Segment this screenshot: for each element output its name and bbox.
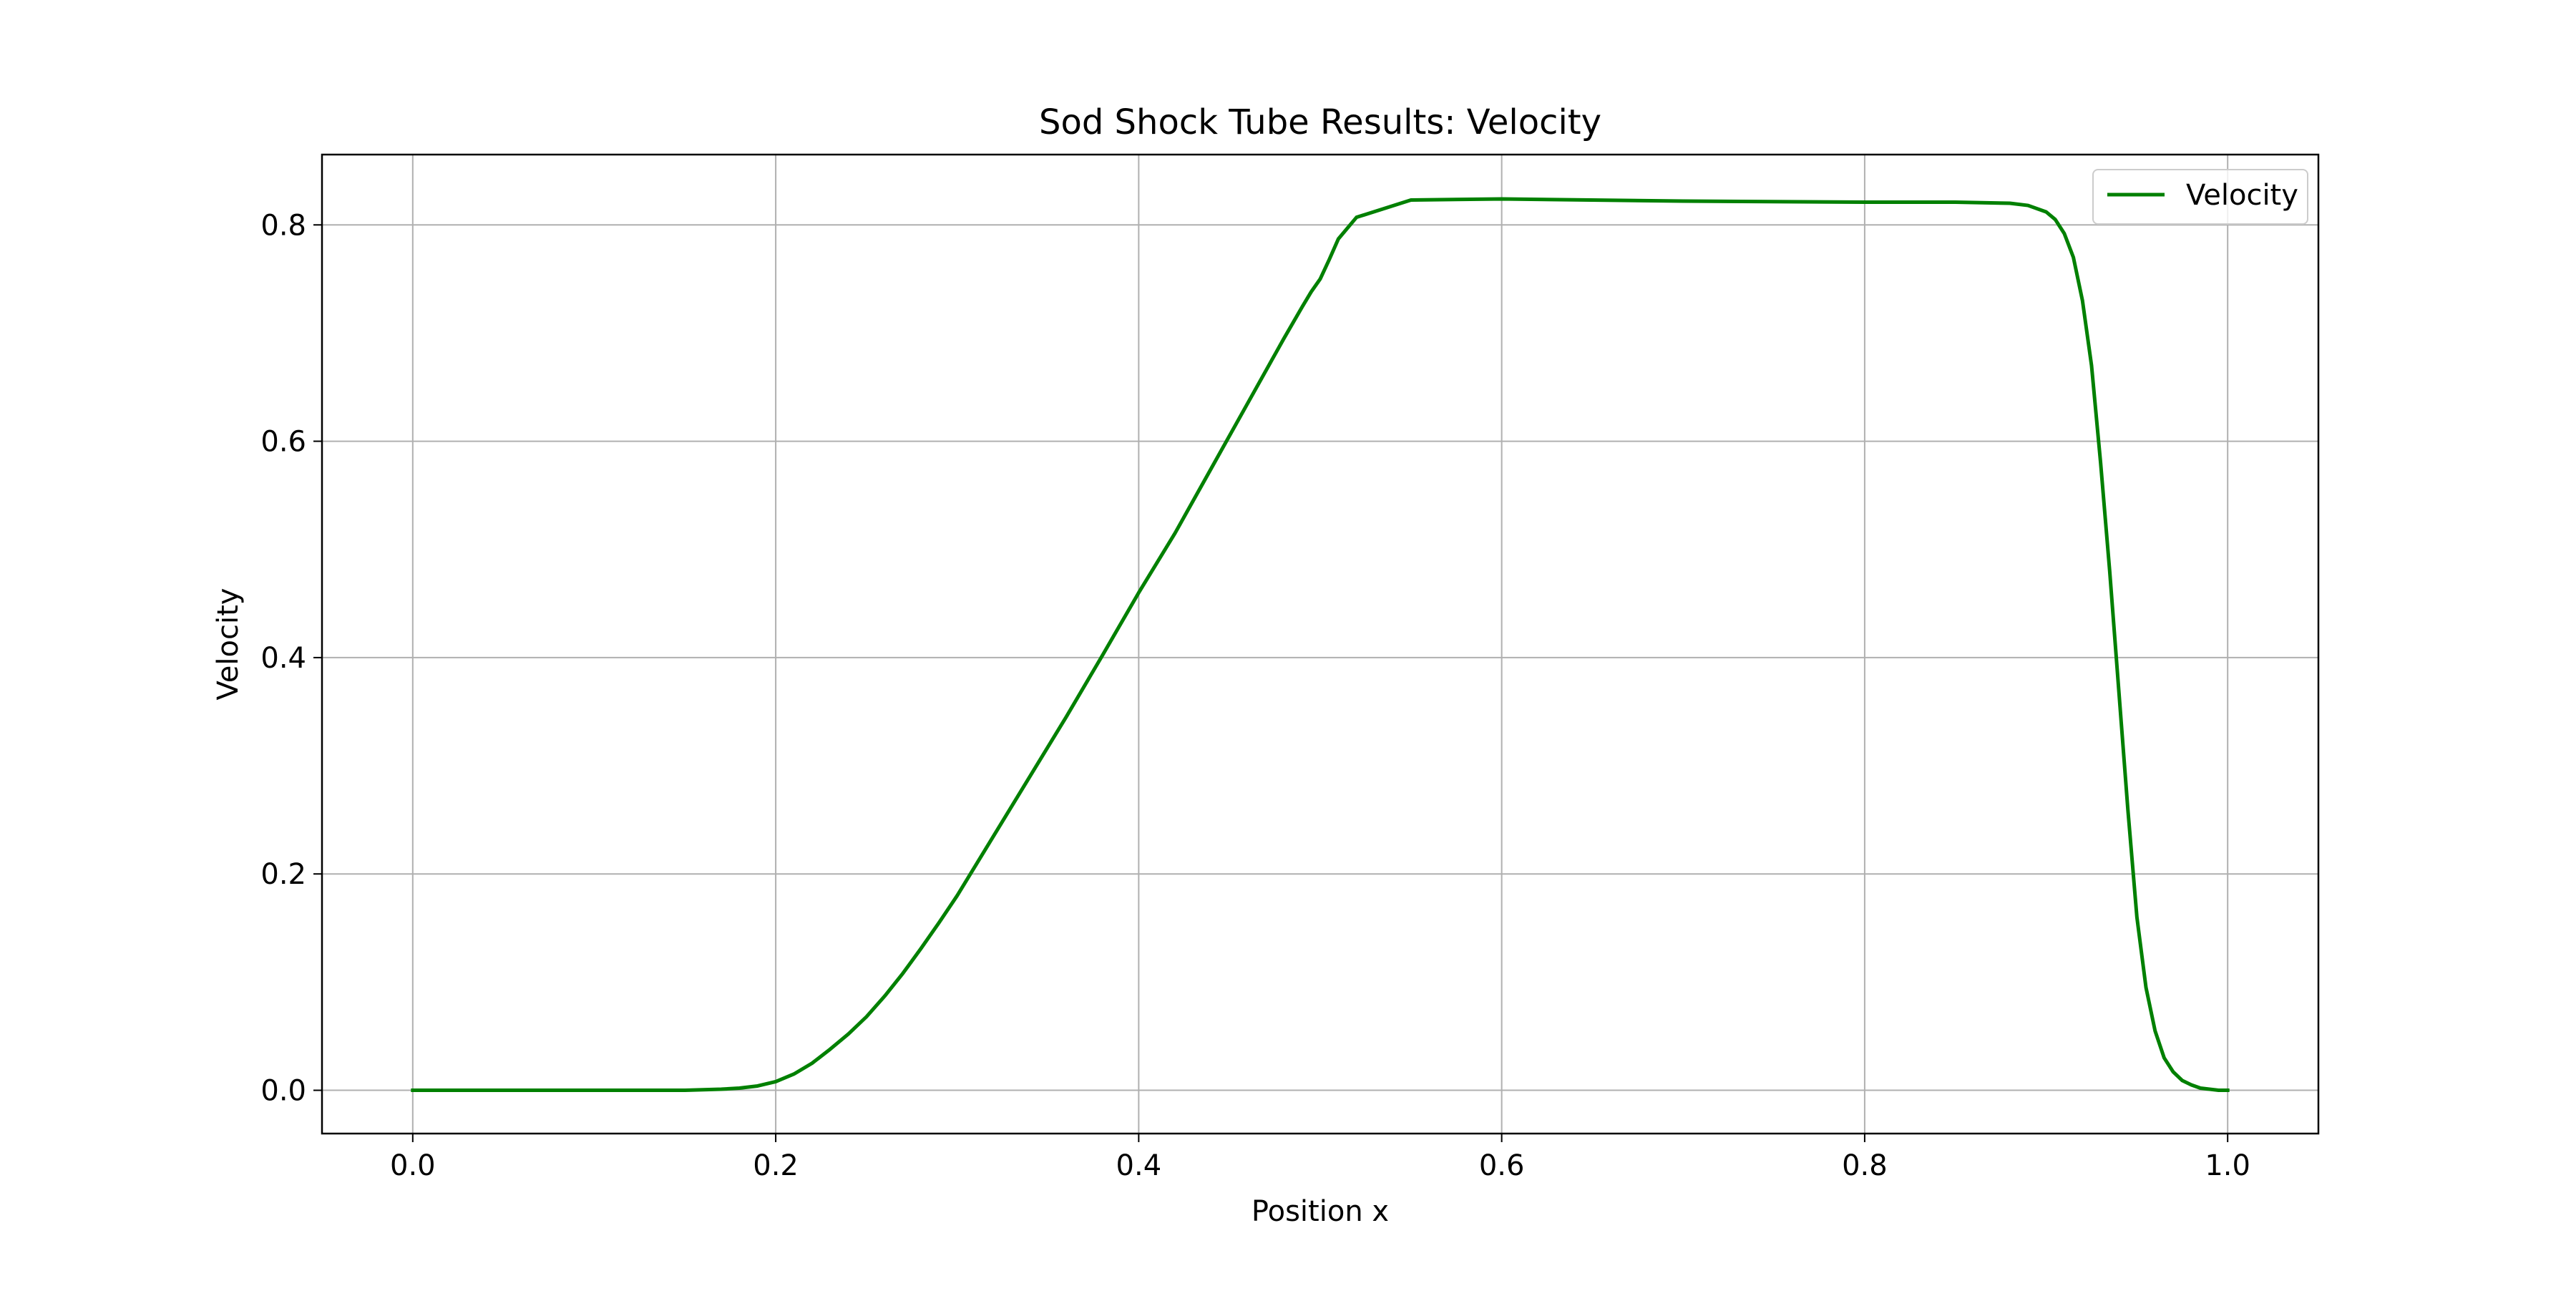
grid-lines — [322, 155, 2318, 1134]
series-line-velocity — [411, 197, 2230, 1093]
legend-box — [2092, 169, 2308, 225]
x-tick-label: 0.0 — [390, 1149, 436, 1182]
axes-frame — [321, 153, 2320, 1135]
axis-ticks: 0.0 0.2 0.4 0.6 0.8 1.0 0.0 0.2 0.4 0.6 0.8 — [260, 209, 2250, 1182]
legend: Velocity — [2092, 169, 2308, 225]
y-tick-label: 0.8 — [260, 209, 306, 242]
x-tick-label: 0.2 — [753, 1149, 799, 1182]
legend-label-velocity: Velocity — [2186, 179, 2298, 212]
x-tick-label: 1.0 — [2205, 1149, 2250, 1182]
plot-series — [411, 197, 2230, 1093]
x-tick-label: 0.8 — [1842, 1149, 1888, 1182]
y-tick-label: 0.0 — [260, 1075, 306, 1108]
chart-title: Sod Shock Tube Results: Velocity — [1039, 102, 1601, 142]
y-tick-label: 0.4 — [260, 642, 306, 675]
x-tick-label: 0.6 — [1479, 1149, 1525, 1182]
y-tick-label: 0.6 — [260, 426, 306, 459]
x-axis-label: Position x — [1252, 1195, 1389, 1228]
y-tick-label: 0.2 — [260, 858, 306, 891]
x-tick-label: 0.4 — [1116, 1149, 1162, 1182]
y-axis-label: Velocity — [212, 588, 245, 701]
